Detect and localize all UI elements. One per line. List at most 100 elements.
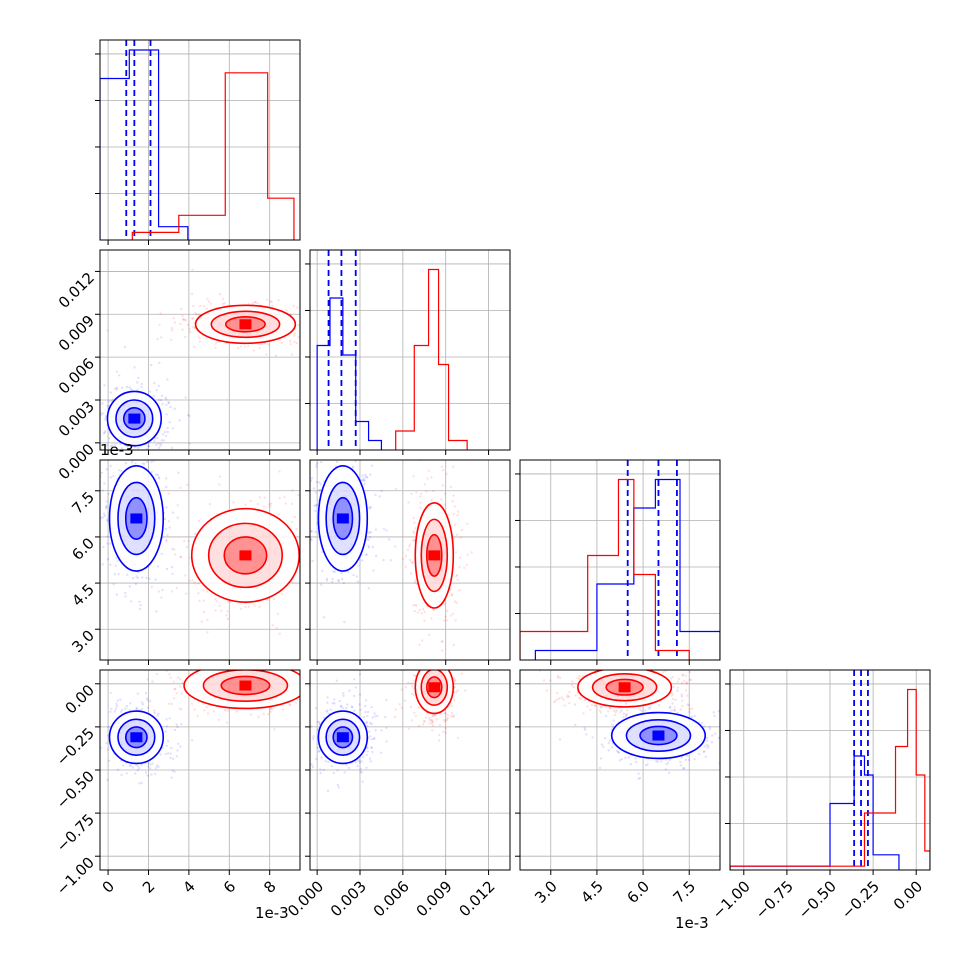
- scatter-point: [104, 418, 107, 421]
- scatter-point: [435, 667, 437, 669]
- scatter-point: [288, 703, 291, 707]
- scatter-point: [455, 690, 458, 694]
- scatter-point: [91, 399, 93, 401]
- scatter-point: [434, 655, 436, 657]
- scatter-point: [105, 500, 109, 503]
- scatter-point: [304, 757, 306, 759]
- scatter-point: [339, 705, 342, 708]
- scatter-point: [125, 385, 129, 389]
- scatter-point: [140, 781, 143, 785]
- scatter-point: [607, 741, 610, 745]
- scatter-panel-4-3: [538, 663, 720, 780]
- scatter-point: [618, 759, 622, 762]
- x-tick-label: 0.012: [455, 877, 498, 920]
- scatter-point: [221, 302, 225, 306]
- scatter-point: [433, 657, 435, 659]
- scatter-point: [100, 516, 103, 520]
- scatter-point: [341, 706, 344, 710]
- scatter-point: [198, 599, 201, 603]
- scatter-point: [411, 685, 414, 688]
- scatter-point: [188, 327, 191, 330]
- scatter-point: [103, 431, 107, 434]
- scatter-point: [226, 600, 230, 603]
- scatter-point: [449, 666, 451, 668]
- scatter-point: [173, 728, 177, 732]
- scatter-point: [671, 694, 674, 697]
- scatter-point: [437, 667, 439, 669]
- scatter-point: [605, 714, 608, 718]
- scatter-point: [286, 719, 288, 721]
- scatter-point: [446, 714, 450, 717]
- scatter-point: [368, 730, 371, 733]
- scatter-point: [360, 760, 363, 763]
- scatter-point: [113, 710, 117, 713]
- scatter-point: [167, 740, 170, 743]
- scatter-point: [107, 725, 110, 729]
- scatter-point: [190, 292, 194, 296]
- scatter-point: [202, 610, 205, 614]
- scatter-point: [291, 502, 294, 506]
- scatter-point: [369, 760, 372, 763]
- scatter-point: [157, 398, 160, 402]
- scatter-point: [156, 764, 159, 767]
- scatter-point: [269, 708, 272, 711]
- scatter-point: [594, 704, 597, 707]
- scatter-point: [362, 479, 365, 482]
- scatter-point: [371, 750, 374, 754]
- scatter-point: [170, 327, 174, 330]
- scatter-point: [166, 430, 169, 434]
- scatter-point: [560, 696, 564, 699]
- scatter-point: [147, 444, 150, 448]
- scatter-point: [306, 676, 308, 678]
- scatter-point: [319, 771, 322, 775]
- scatter-point: [446, 609, 449, 613]
- scatter-point: [97, 732, 99, 734]
- scatter-point: [312, 487, 315, 490]
- scatter-point: [369, 530, 372, 534]
- scatter-point: [326, 574, 328, 576]
- scatter-point: [314, 526, 316, 528]
- scatter-point: [629, 763, 632, 766]
- density-peak-red: [239, 550, 252, 561]
- scatter-point: [707, 744, 710, 748]
- scatter-point: [217, 340, 220, 344]
- scatter-point: [212, 710, 216, 713]
- scatter-point: [666, 663, 668, 665]
- scatter-point: [415, 604, 418, 607]
- scatter-point: [315, 465, 318, 469]
- scatter-point: [570, 684, 574, 687]
- scatter-point: [687, 758, 691, 762]
- scatter-point: [104, 429, 107, 433]
- panel-frame-2-1: [309, 459, 511, 661]
- scatter-point: [656, 760, 659, 763]
- scatter-point: [460, 672, 463, 675]
- scatter-point: [291, 353, 294, 356]
- scatter-point: [101, 412, 104, 415]
- scatter-point: [110, 399, 113, 403]
- scatter-point: [306, 338, 308, 340]
- scatter-point: [407, 654, 409, 656]
- scatter-point: [297, 336, 300, 339]
- scatter-point: [335, 679, 338, 682]
- scatter-point: [124, 461, 128, 465]
- scatter-point: [620, 709, 623, 712]
- scatter-point: [680, 682, 684, 685]
- scatter-point: [180, 307, 183, 311]
- scatter-point: [553, 701, 556, 704]
- scatter-point: [269, 505, 272, 508]
- scatter-point: [126, 445, 129, 448]
- scatter-point: [363, 479, 366, 482]
- scatter-point: [262, 505, 265, 508]
- scatter-point: [593, 704, 597, 708]
- scatter-point: [102, 512, 106, 516]
- scatter-point: [685, 682, 688, 685]
- scatter-point: [244, 605, 247, 609]
- scatter-point: [370, 738, 373, 741]
- scatter-point: [611, 723, 614, 726]
- scatter-point: [95, 720, 97, 722]
- scatter-point: [209, 302, 213, 305]
- scatter-point: [621, 663, 623, 665]
- scatter-point: [201, 667, 203, 669]
- scatter-point: [343, 620, 346, 624]
- scatter-point: [680, 693, 683, 696]
